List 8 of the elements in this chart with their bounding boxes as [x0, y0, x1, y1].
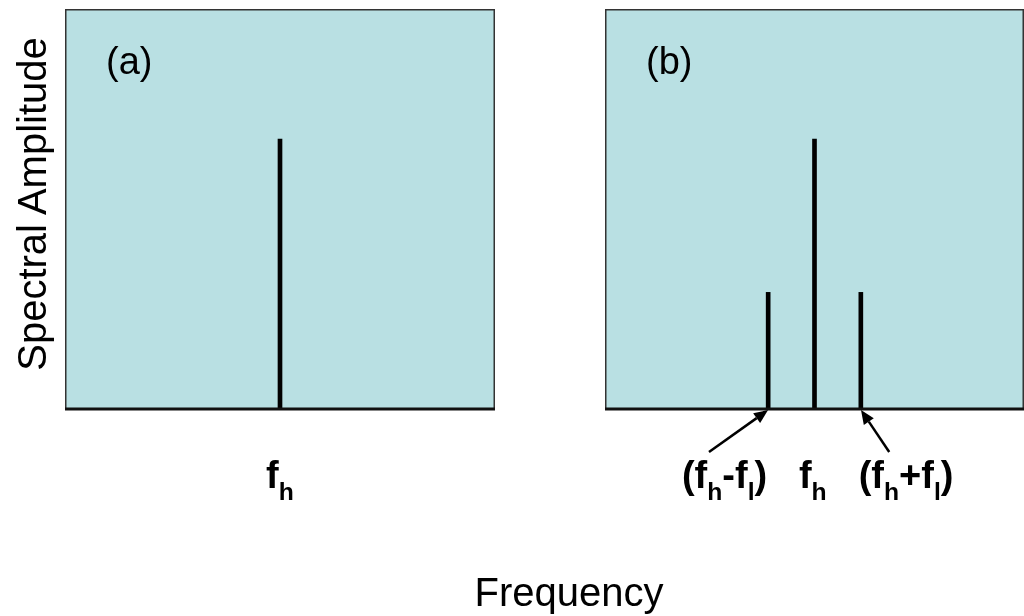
chart-title: (b) — [646, 40, 693, 82]
x-axis-title: Frequency — [474, 570, 664, 614]
x-tick-label: (f$_{h}$-f$_{l}$) — [681, 454, 768, 506]
x-tick-label: f$_{h}$ — [266, 454, 294, 506]
y-axis-title: Spectral Amplitude — [9, 37, 54, 371]
chart-title: (a) — [106, 40, 153, 82]
x-tick-label: f$_{h}$ — [798, 454, 827, 506]
x-tick-label: (f$_{h}$+f$_{l}$) — [858, 454, 954, 506]
